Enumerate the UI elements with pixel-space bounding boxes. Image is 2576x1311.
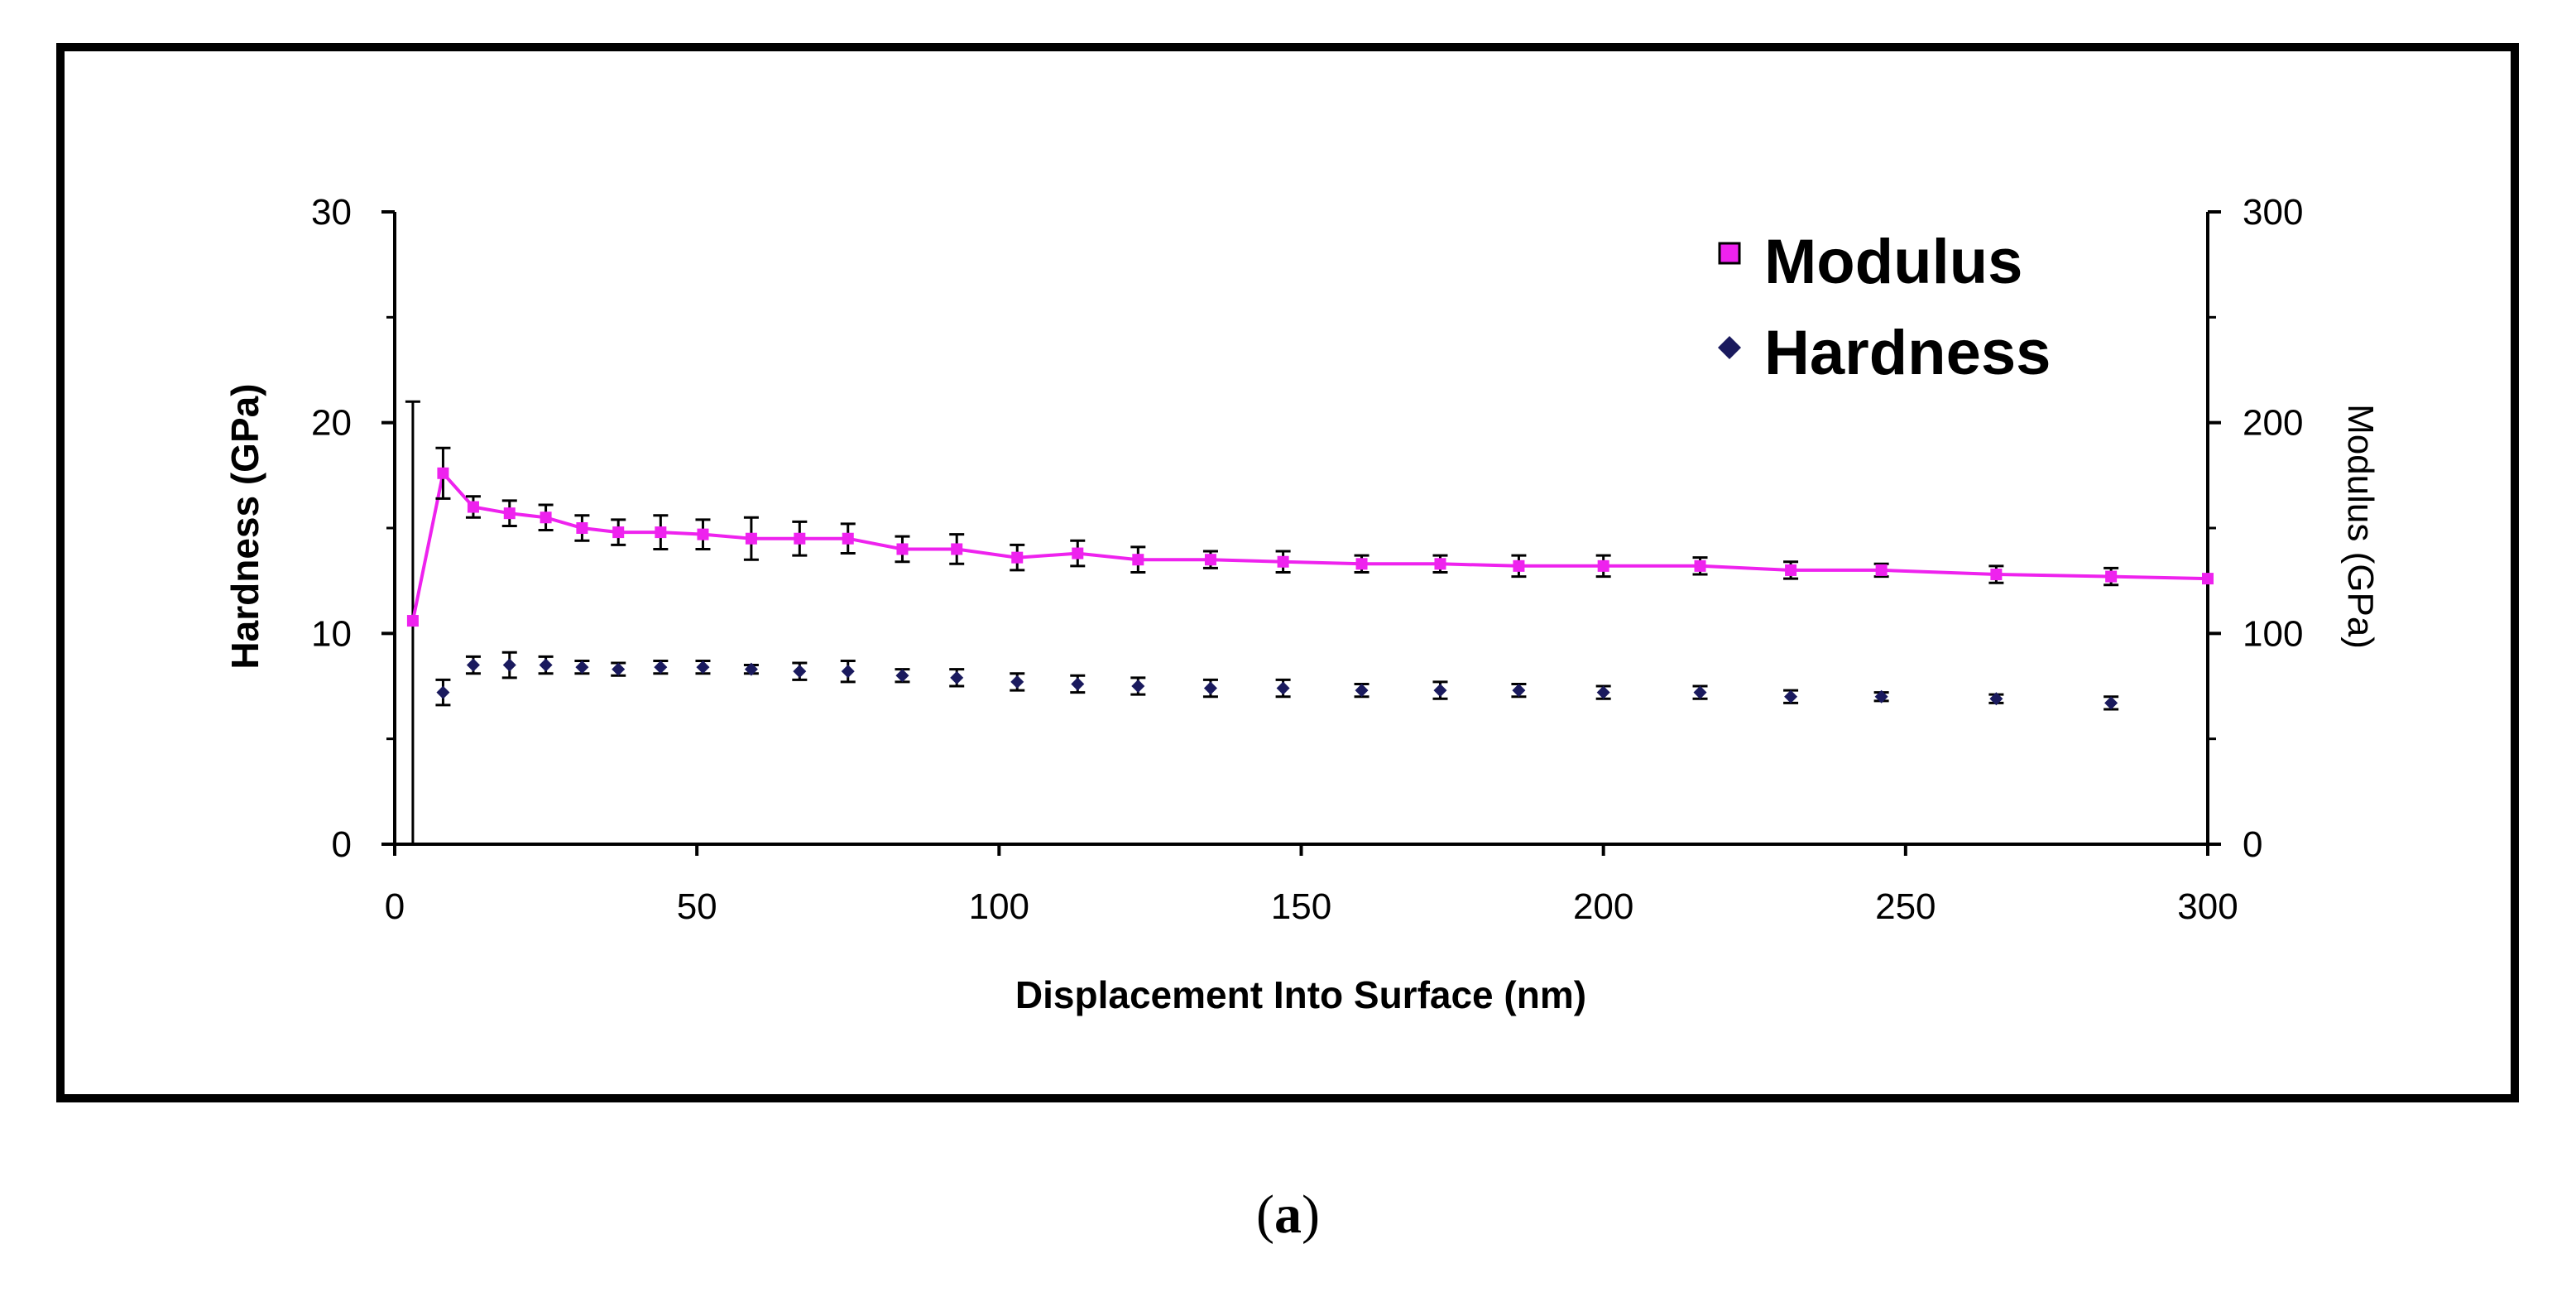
hardness-point <box>1131 680 1145 693</box>
modulus-point <box>1785 564 1797 576</box>
modulus-point <box>2105 570 2118 583</box>
modulus-point <box>1990 569 2003 581</box>
x-tick-label: 250 <box>1875 886 1936 927</box>
modulus-point <box>1072 547 1084 559</box>
hardness-point <box>1874 689 1888 704</box>
modulus-point <box>437 467 449 479</box>
right-y-tick-label: 0 <box>2243 824 2262 865</box>
legend: Modulus Hardness <box>1718 227 2051 388</box>
modulus-point <box>1204 554 1216 566</box>
hardness-point <box>436 685 450 699</box>
left-y-tick-label: 0 <box>332 824 352 865</box>
hardness-point <box>1784 689 1798 704</box>
modulus-point <box>1011 551 1024 564</box>
x-tick-label: 100 <box>969 886 1029 927</box>
hardness-point <box>1010 675 1024 689</box>
legend-hardness-label: Hardness <box>1764 318 2051 388</box>
modulus-point <box>576 522 588 534</box>
modulus-point <box>406 615 419 627</box>
hardness-point <box>466 658 480 672</box>
figure-caption: (a) <box>0 1184 2576 1246</box>
hardness-point <box>1596 685 1610 699</box>
modulus-point <box>540 511 552 524</box>
modulus-point <box>951 543 963 555</box>
hardness-point <box>1276 681 1290 695</box>
right-y-tick-label: 300 <box>2243 192 2303 233</box>
modulus-point <box>1875 564 1888 576</box>
hardness-point <box>1071 677 1085 691</box>
modulus-point <box>1434 558 1446 570</box>
series-group <box>405 400 2214 846</box>
modulus-point <box>794 532 806 545</box>
left-y-tick-label: 10 <box>311 613 352 654</box>
hardness-point <box>744 662 758 676</box>
modulus-point <box>896 543 909 555</box>
left-y-axis-title: Hardness (GPa) <box>223 383 266 669</box>
x-axis-title: Displacement Into Surface (nm) <box>1015 973 1586 1016</box>
modulus-line <box>410 469 2209 622</box>
modulus-point <box>1694 559 1706 572</box>
hardness-point <box>539 658 553 672</box>
legend-modulus-swatch <box>1718 242 1741 265</box>
modulus-point <box>842 532 854 545</box>
left-y-tick-label: 20 <box>311 403 352 444</box>
x-tick-label: 200 <box>1573 886 1633 927</box>
modulus-point <box>2202 573 2214 585</box>
right-y-tick-label: 200 <box>2243 403 2303 444</box>
hardness-point <box>1203 681 1217 695</box>
modulus-point <box>697 528 709 540</box>
caption-close-paren: ) <box>1302 1184 1320 1245</box>
modulus-point <box>745 532 757 545</box>
x-tick-label: 50 <box>677 886 717 927</box>
hardness-point <box>2104 696 2118 710</box>
legend-modulus-label: Modulus <box>1764 227 2022 297</box>
caption-letter: a <box>1274 1184 1302 1245</box>
right-y-tick-label: 100 <box>2243 613 2303 654</box>
modulus-point <box>1132 554 1144 566</box>
hardness-point <box>575 660 589 675</box>
x-tick-label: 150 <box>1271 886 1331 927</box>
caption-open-paren: ( <box>1256 1184 1274 1245</box>
hardness-point <box>1355 684 1369 698</box>
hardness-point <box>1433 684 1447 698</box>
hardness-point <box>950 670 964 684</box>
hardness-point <box>793 665 807 679</box>
modulus-point <box>655 526 667 539</box>
hardness-point <box>502 658 516 672</box>
hardness-point <box>895 669 909 683</box>
modulus-point <box>1277 555 1289 568</box>
hardness-point <box>696 660 710 675</box>
legend-hardness-swatch <box>1718 336 1741 359</box>
modulus-point <box>503 507 516 520</box>
modulus-point <box>612 526 625 539</box>
x-tick-label: 300 <box>2177 886 2238 927</box>
hardness-point <box>841 665 855 679</box>
modulus-point <box>1597 559 1609 572</box>
hardness-point <box>612 662 626 676</box>
hardness-point <box>1512 684 1526 698</box>
left-y-tick-label: 30 <box>311 192 352 233</box>
axes-group <box>393 212 2209 846</box>
modulus-point <box>1355 558 1368 570</box>
hardness-point <box>1693 685 1707 699</box>
right-y-axis-title: Modulus (GPa) <box>2340 404 2381 649</box>
hardness-point <box>1989 692 2003 706</box>
modulus-point <box>1513 559 1525 572</box>
hardness-point <box>654 660 668 675</box>
modulus-point <box>467 501 479 513</box>
x-tick-label: 0 <box>385 886 405 927</box>
